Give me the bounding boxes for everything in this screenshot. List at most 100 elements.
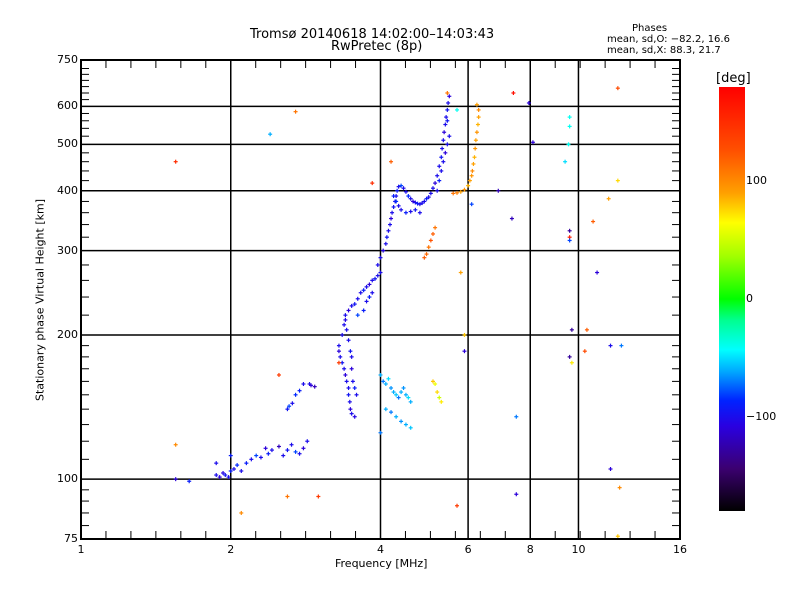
x-tick-label: 1 (77, 543, 85, 556)
data-point (396, 395, 401, 400)
data-point (378, 270, 383, 275)
data-point (336, 349, 341, 354)
data-point (437, 178, 442, 183)
phases-o-mode: mean, sd,O: −82.2, 16.6 (607, 34, 730, 45)
data-point (401, 186, 406, 191)
colorbar-label: [deg] (716, 71, 751, 86)
data-point (301, 446, 306, 451)
data-point (514, 414, 519, 419)
data-point (370, 290, 375, 295)
data-point (617, 485, 622, 490)
data-point (342, 322, 347, 327)
data-point (378, 430, 383, 435)
data-point (458, 270, 463, 275)
data-point (441, 159, 446, 164)
data-point (386, 376, 391, 381)
data-point (388, 222, 393, 227)
data-point (386, 228, 391, 233)
data-point (231, 467, 236, 472)
data-point (370, 181, 375, 186)
data-point (364, 299, 369, 304)
data-point (355, 313, 360, 318)
y-tick-label: 300 (57, 243, 78, 257)
data-point (430, 231, 435, 236)
data-point (445, 142, 450, 147)
data-point (228, 468, 233, 473)
data-point (439, 399, 444, 404)
data-point (340, 332, 345, 337)
data-point (383, 407, 388, 412)
data-point (276, 372, 281, 377)
y-tick-label: 600 (57, 99, 78, 113)
y-tick-label: 750 (57, 53, 78, 66)
data-point (297, 451, 302, 456)
data-point (445, 90, 450, 95)
data-point (395, 188, 400, 193)
data-point (446, 100, 451, 105)
y-tick-label: 75 (64, 532, 78, 545)
data-point (349, 354, 354, 359)
data-point (496, 188, 501, 193)
data-point (608, 467, 613, 472)
data-point (442, 130, 447, 135)
data-point (591, 219, 596, 224)
data-point (297, 388, 302, 393)
data-point (389, 159, 394, 164)
data-point (403, 189, 408, 194)
data-point (408, 425, 413, 430)
data-point (396, 203, 401, 208)
data-point (173, 159, 178, 164)
data-point (615, 86, 620, 91)
data-point (281, 453, 286, 458)
data-point (378, 372, 383, 377)
data-point (445, 107, 450, 112)
data-point (342, 366, 347, 371)
data-point (254, 453, 259, 458)
data-point (399, 419, 404, 424)
plot-frame (80, 59, 681, 540)
data-point (437, 164, 442, 169)
data-point (447, 134, 452, 139)
data-point (608, 343, 613, 348)
data-point (338, 354, 343, 359)
data-point (239, 468, 244, 473)
data-point (475, 122, 480, 127)
data-point (349, 366, 354, 371)
data-point (373, 276, 378, 281)
data-point (582, 349, 587, 354)
chart-subtitle: RwPretec (8p) (331, 39, 423, 54)
data-point (433, 181, 438, 186)
data-point (293, 109, 298, 114)
data-point (567, 228, 572, 233)
data-point (437, 395, 442, 400)
data-point (606, 196, 611, 201)
data-point (348, 407, 353, 412)
data-point (417, 202, 422, 207)
data-point (426, 245, 431, 250)
data-point (290, 401, 295, 406)
data-point (440, 146, 445, 151)
data-point (451, 191, 456, 196)
data-point (399, 207, 404, 212)
data-point (173, 442, 178, 447)
data-point (469, 202, 474, 207)
data-point (567, 124, 572, 129)
data-point (226, 475, 231, 480)
data-point (276, 444, 281, 449)
data-point (569, 360, 574, 365)
colorbar-tick-label: 100 (746, 174, 767, 188)
x-tick-label: 6 (464, 543, 472, 556)
data-point (268, 132, 273, 137)
data-point (375, 262, 380, 267)
data-point (287, 404, 292, 409)
data-point (285, 448, 290, 453)
data-point (293, 449, 298, 454)
y-tick-label: 400 (57, 183, 78, 197)
data-point (344, 379, 349, 384)
data-point (346, 385, 351, 390)
data-point (417, 210, 422, 215)
colorbar-tick-label: 0 (746, 292, 753, 305)
data-point (389, 410, 394, 415)
data-point (509, 216, 514, 221)
